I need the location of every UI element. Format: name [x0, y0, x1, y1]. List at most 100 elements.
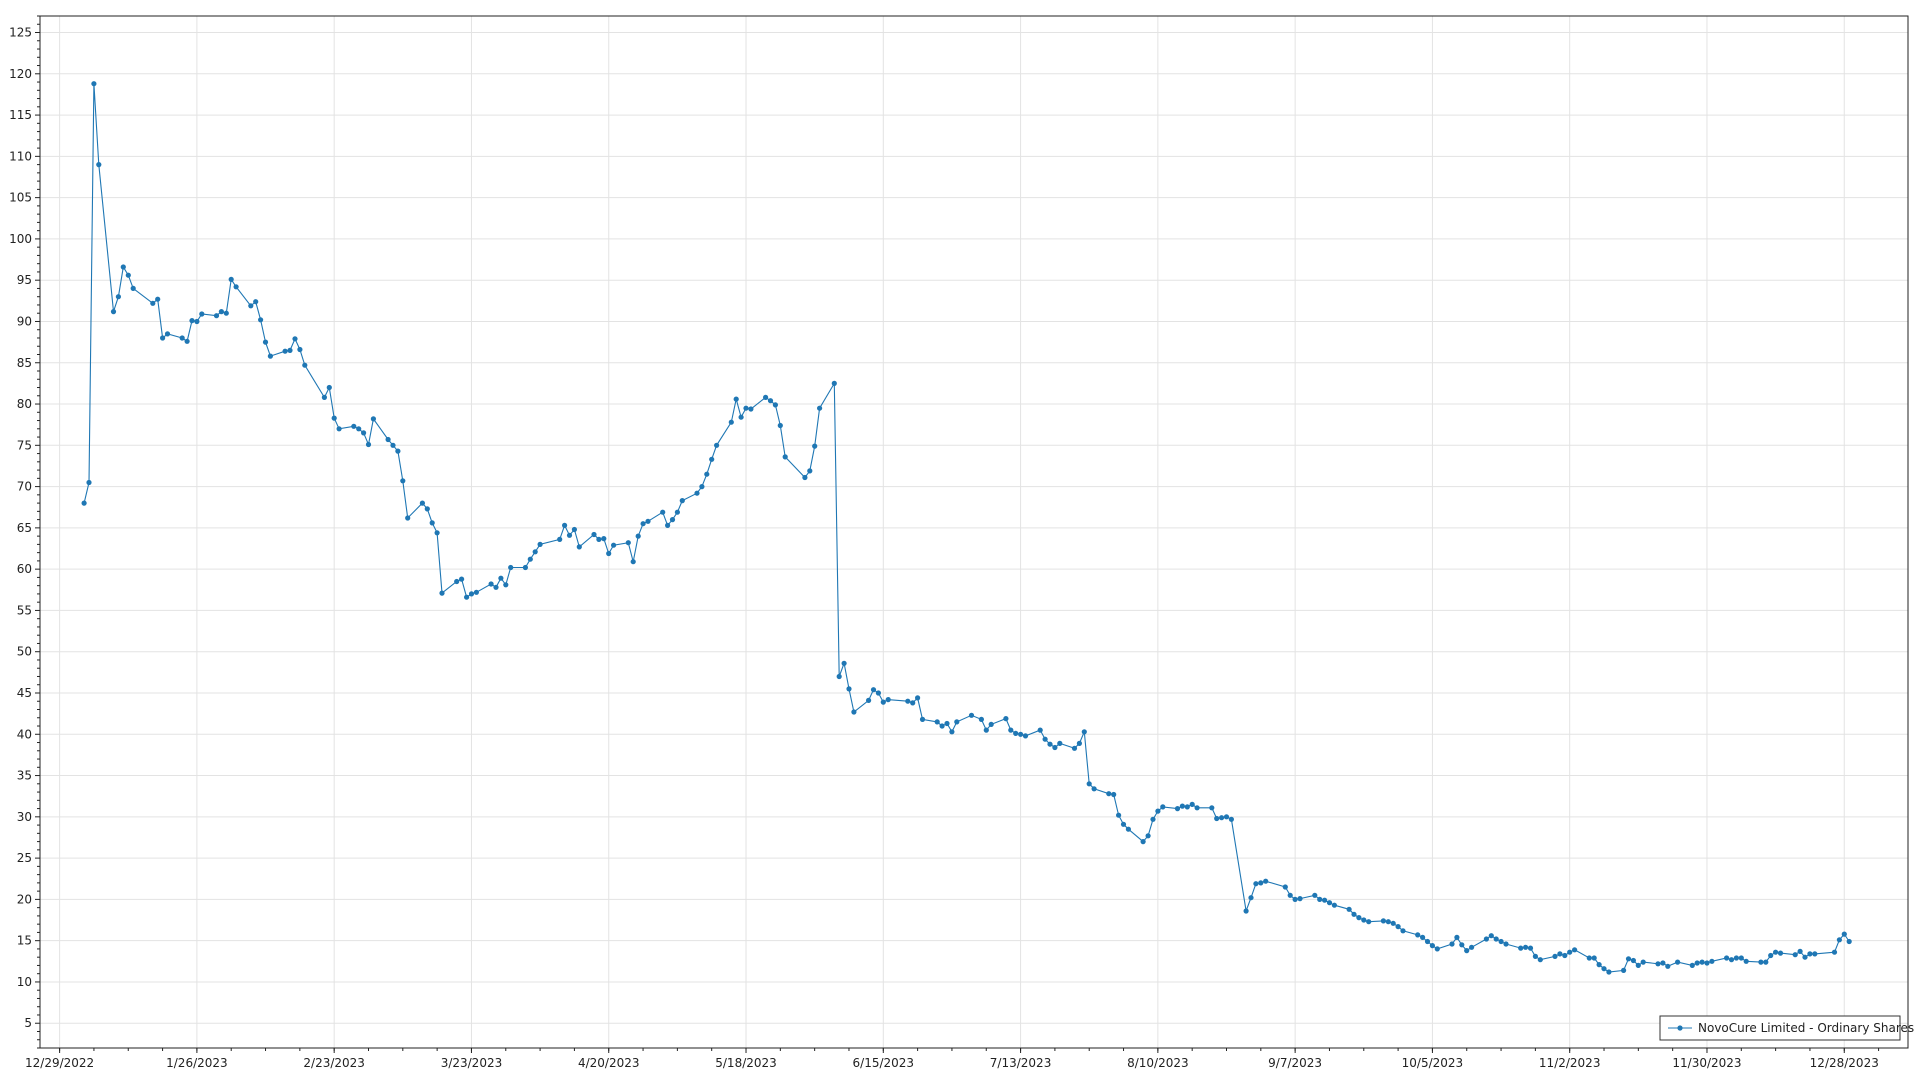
data-point[interactable]	[1214, 815, 1220, 822]
data-point[interactable]	[1022, 733, 1029, 739]
data-point[interactable]	[1052, 744, 1058, 751]
data-point[interactable]	[233, 284, 239, 290]
data-point[interactable]	[1459, 942, 1465, 948]
data-point[interactable]	[1812, 951, 1818, 957]
data-point[interactable]	[400, 478, 406, 484]
data-point[interactable]	[1415, 932, 1421, 938]
data-point[interactable]	[258, 317, 264, 323]
data-point[interactable]	[1057, 740, 1063, 747]
data-point[interactable]	[1091, 786, 1097, 792]
data-point[interactable]	[1586, 955, 1592, 961]
data-point[interactable]	[1601, 966, 1607, 972]
data-point[interactable]	[96, 162, 102, 168]
data-point[interactable]	[1424, 938, 1431, 945]
data-point[interactable]	[1356, 915, 1362, 921]
data-point[interactable]	[1160, 804, 1166, 810]
data-point[interactable]	[625, 540, 631, 546]
data-point[interactable]	[611, 542, 617, 548]
data-point[interactable]	[1361, 917, 1367, 923]
data-point[interactable]	[983, 727, 989, 733]
data-point[interactable]	[253, 299, 259, 305]
data-point[interactable]	[351, 423, 357, 429]
data-point[interactable]	[1400, 928, 1406, 934]
data-point[interactable]	[282, 348, 288, 354]
data-point[interactable]	[365, 441, 372, 448]
data-point[interactable]	[370, 416, 376, 422]
data-point[interactable]	[1312, 892, 1318, 898]
data-point[interactable]	[1395, 924, 1401, 930]
data-point[interactable]	[905, 698, 911, 704]
data-point[interactable]	[1537, 957, 1543, 963]
data-point[interactable]	[1704, 960, 1710, 966]
data-point[interactable]	[1709, 958, 1715, 964]
data-point[interactable]	[150, 300, 156, 306]
data-point[interactable]	[875, 690, 882, 696]
data-point[interactable]	[164, 331, 171, 337]
data-point[interactable]	[1503, 941, 1509, 947]
data-point[interactable]	[503, 582, 509, 588]
data-point[interactable]	[988, 721, 994, 728]
data-point[interactable]	[1591, 955, 1597, 961]
data-point[interactable]	[1317, 896, 1323, 903]
data-point[interactable]	[1120, 821, 1127, 827]
data-point[interactable]	[1116, 812, 1122, 818]
data-point[interactable]	[1596, 962, 1602, 968]
data-point[interactable]	[424, 506, 430, 512]
data-point[interactable]	[919, 716, 926, 723]
data-point[interactable]	[189, 318, 195, 324]
data-point[interactable]	[1763, 959, 1769, 965]
data-point[interactable]	[1420, 934, 1426, 941]
data-point[interactable]	[1724, 955, 1730, 961]
data-point[interactable]	[1351, 911, 1357, 917]
data-point[interactable]	[1797, 948, 1803, 955]
data-point[interactable]	[454, 578, 460, 585]
data-point[interactable]	[704, 471, 710, 477]
data-point[interactable]	[1694, 960, 1700, 966]
data-point[interactable]	[1003, 716, 1009, 722]
data-point[interactable]	[125, 272, 131, 278]
data-point[interactable]	[1385, 919, 1391, 925]
data-point[interactable]	[1640, 959, 1646, 965]
data-point[interactable]	[1174, 806, 1181, 812]
data-point[interactable]	[1773, 949, 1779, 955]
data-point[interactable]	[1831, 949, 1838, 955]
data-point[interactable]	[1282, 884, 1288, 890]
data-point[interactable]	[699, 484, 705, 490]
data-point[interactable]	[968, 712, 975, 718]
data-point[interactable]	[1228, 816, 1234, 822]
data-point[interactable]	[1106, 791, 1112, 797]
data-point[interactable]	[1331, 902, 1337, 908]
data-point[interactable]	[665, 522, 671, 529]
data-point[interactable]	[866, 697, 872, 704]
data-point[interactable]	[1434, 946, 1440, 952]
data-point[interactable]	[1689, 962, 1695, 969]
data-point[interactable]	[213, 313, 220, 319]
data-point[interactable]	[1179, 803, 1185, 809]
data-point[interactable]	[1675, 959, 1681, 965]
data-point[interactable]	[439, 590, 445, 596]
data-point[interactable]	[199, 311, 205, 317]
data-point[interactable]	[934, 719, 940, 725]
data-point[interactable]	[326, 384, 332, 391]
data-point[interactable]	[743, 405, 749, 411]
data-point[interactable]	[395, 448, 401, 454]
data-point[interactable]	[1758, 959, 1764, 965]
data-point[interactable]	[522, 564, 529, 571]
legend[interactable]: NovoCure Limited - Ordinary Shares	[1659, 1015, 1914, 1041]
data-point[interactable]	[91, 81, 97, 87]
data-point[interactable]	[1111, 791, 1117, 798]
data-point[interactable]	[1523, 944, 1529, 950]
data-point[interactable]	[419, 500, 425, 506]
data-point[interactable]	[1518, 945, 1524, 951]
data-point[interactable]	[390, 442, 396, 448]
data-point[interactable]	[1743, 958, 1749, 964]
data-point[interactable]	[635, 533, 641, 539]
data-point[interactable]	[218, 309, 224, 315]
data-point[interactable]	[1449, 941, 1455, 947]
data-point[interactable]	[954, 719, 960, 725]
data-point[interactable]	[1322, 897, 1328, 903]
data-point[interactable]	[645, 518, 651, 524]
data-point[interactable]	[498, 575, 504, 581]
data-point[interactable]	[1248, 895, 1254, 901]
data-point[interactable]	[1346, 906, 1352, 912]
